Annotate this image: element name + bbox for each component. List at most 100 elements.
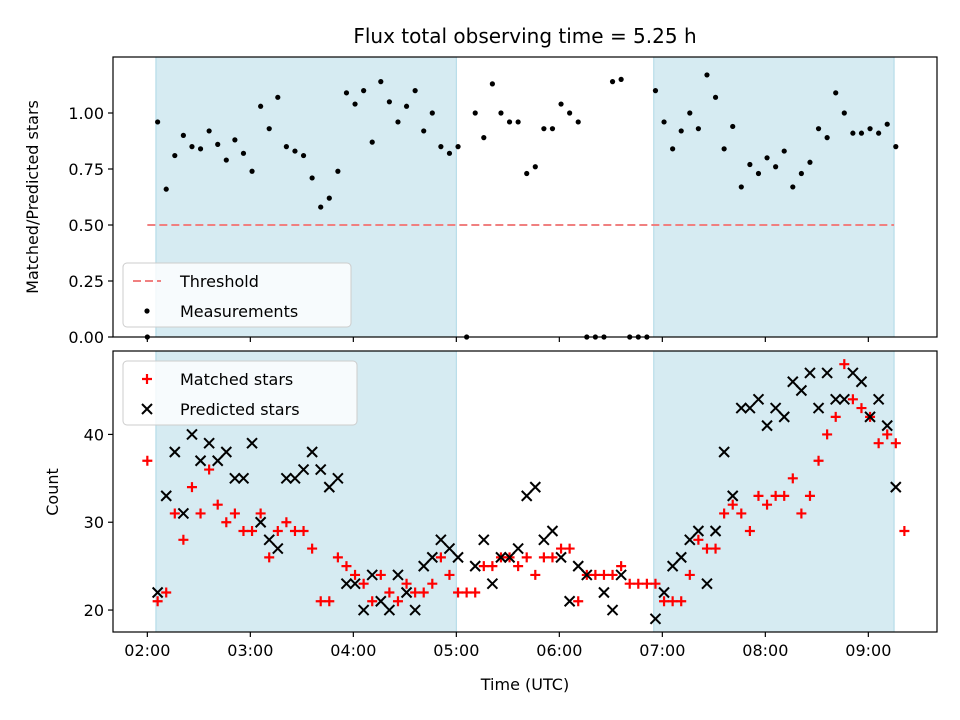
matched-star-marker xyxy=(830,411,841,422)
matched-star-marker xyxy=(659,596,670,607)
measurement-point xyxy=(807,159,813,165)
matched-star-marker xyxy=(375,569,386,580)
predicted-star-marker xyxy=(795,384,808,397)
measurement-point xyxy=(343,90,350,96)
measurement-point xyxy=(172,152,178,159)
top-legend-label: Threshold xyxy=(179,272,259,291)
measurement-point xyxy=(730,123,736,130)
predicted-star-marker xyxy=(435,534,447,546)
predicted-star-marker xyxy=(503,551,516,564)
predicted-star-marker xyxy=(246,437,258,449)
bottom-panel: 02:00 03:00 04:00 05:00 06:00 07:00 08:00 09:00… xyxy=(84,350,938,660)
bottom-axes-frame xyxy=(112,350,938,633)
x-tick-label: 03:00 xyxy=(227,641,273,660)
predicted-star-marker xyxy=(160,490,172,502)
x-tick-label: 07:00 xyxy=(639,641,685,660)
predicted-star-marker xyxy=(830,393,842,406)
matched-star-marker xyxy=(882,429,893,440)
top-panel: 0.00 0.25 0.50 0.75 1.00 Threshold Measurement… xyxy=(68,56,938,347)
matched-star-marker xyxy=(839,359,850,370)
measurement-point xyxy=(155,119,161,125)
top-legend: Threshold Measurements xyxy=(122,262,352,328)
matched-star-marker xyxy=(238,526,249,537)
matched-star-marker xyxy=(547,552,558,563)
top-y-tick-label: 0.00 xyxy=(68,328,104,347)
matched-star-marker xyxy=(435,552,446,563)
x-tick-label: 06:00 xyxy=(536,641,582,660)
matched-star-marker xyxy=(358,578,369,589)
measurement-point xyxy=(618,76,624,82)
matched-star-marker xyxy=(307,543,318,554)
measurement-point xyxy=(369,139,375,145)
chart-title: Flux total observing time = 5.25 h xyxy=(353,24,696,48)
matched-star-marker xyxy=(272,526,283,537)
predicted-star-marker xyxy=(812,402,825,414)
x-tick-label: 04:00 xyxy=(330,641,376,660)
matched-star-marker xyxy=(341,561,352,572)
predicted-star-marker xyxy=(323,481,336,493)
predicted-star-marker xyxy=(315,463,327,476)
predicted-star-marker xyxy=(761,419,773,432)
matched-star-marker xyxy=(324,596,335,607)
matched-star-marker xyxy=(453,587,464,598)
predicted-star-marker xyxy=(263,534,275,546)
predicted-star-marker xyxy=(220,446,233,458)
matched-star-marker xyxy=(624,578,635,589)
predicted-star-marker xyxy=(392,569,404,581)
x-tick-label: 02:00 xyxy=(124,641,170,660)
top-y-axis-label: Matched/Predicted stars xyxy=(23,100,42,294)
predicted-star-marker xyxy=(855,376,868,388)
measurement-point xyxy=(549,126,556,132)
matched-star-marker xyxy=(281,517,292,528)
matched-star-marker xyxy=(186,482,197,493)
predicted-star-marker xyxy=(675,551,687,564)
measurement-point xyxy=(661,119,667,125)
measurement-point xyxy=(721,146,727,152)
matched-star-marker xyxy=(804,490,815,501)
predicted-star-marker xyxy=(615,569,627,581)
matched-star-marker xyxy=(289,526,300,537)
bottom-y-tick-label: 30 xyxy=(84,513,104,532)
bottom-y-tick-label: 40 xyxy=(84,425,104,444)
measurement-point xyxy=(455,144,461,150)
measurement-point xyxy=(712,94,719,100)
measurement-point xyxy=(764,155,770,161)
measurement-point xyxy=(386,99,392,105)
matched-star-marker xyxy=(667,596,678,607)
predicted-star-marker xyxy=(478,534,490,546)
measurement-point xyxy=(858,130,865,136)
top-axes-frame xyxy=(112,56,938,338)
measurement-point xyxy=(738,184,744,190)
matched-star-marker xyxy=(392,596,403,607)
measurement-point xyxy=(283,144,289,150)
bottom-legend: Matched stars Predicted stars xyxy=(122,360,358,426)
x-tick-label: 05:00 xyxy=(433,641,479,660)
measurement-point xyxy=(361,88,367,94)
matched-star-marker xyxy=(487,561,498,572)
matched-star-marker xyxy=(530,569,541,580)
matched-star-marker xyxy=(538,552,549,563)
predicted-star-marker xyxy=(212,455,224,467)
matched-star-marker xyxy=(142,455,153,466)
predicted-star-marker xyxy=(151,586,164,599)
bottom-legend-label: Matched stars xyxy=(180,370,293,389)
predicted-star-marker xyxy=(203,437,215,449)
bottom-legend-box xyxy=(122,360,358,426)
matched-star-marker xyxy=(195,508,206,519)
predicted-star-marker xyxy=(177,507,190,520)
matched-star-marker xyxy=(753,490,764,501)
matched-star-marker xyxy=(779,490,790,501)
measurement-point xyxy=(506,119,513,125)
matched-star-marker xyxy=(676,596,687,607)
predicted-star-marker xyxy=(366,569,378,581)
predicted-star-marker xyxy=(349,577,361,590)
top-y-tick-label: 0.25 xyxy=(68,272,104,291)
measurement-point xyxy=(292,148,298,154)
top-legend-label: Measurements xyxy=(180,302,298,321)
measurement-point xyxy=(678,128,684,134)
matched-star-marker xyxy=(856,403,867,414)
matched-star-marker xyxy=(607,569,618,580)
predicted-star-marker xyxy=(769,402,782,414)
matched-star-marker xyxy=(641,578,652,589)
predicted-star-marker xyxy=(744,402,756,414)
